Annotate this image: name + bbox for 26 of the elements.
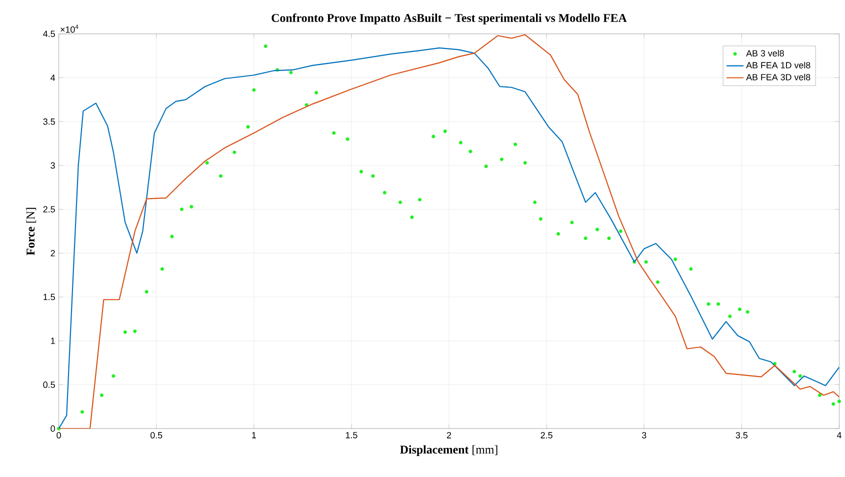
x-tick-label: 0.5 [150,432,162,438]
y-tick-label: 4.5 [43,30,55,37]
y-tick-label: 1 [51,338,55,344]
y-tick-label: 4 [50,74,56,81]
text: ×10$^{4}$ [60,24,78,32]
y-tick-label: 2.5 [43,206,55,212]
y-tick-label: 3.5 [43,118,55,125]
y-tick-label: 3 [50,162,55,168]
x-axis-title: Displacement [mm] [400,445,498,456]
x-tick-label: 2.5 [540,432,552,438]
chart-title: Confronto Prove Impatto AsBuilt − Test sperimentali vs Modello FEA [272,13,627,24]
legend-label: AB FEA 3D vel8 [746,74,810,80]
x-tick-label: 3.5 [736,432,748,438]
x-tick-label: 4 [836,432,842,438]
x-tick-label: 2 [446,432,452,438]
x-tick-label: 1 [252,432,256,438]
legend-label: AB 3 vel8 [746,50,784,56]
legend-label: AB FEA 1D vel8 [746,62,810,68]
y-tick-label: 0 [50,425,55,432]
x-tick-label: 1.5 [346,432,358,438]
y-tick-label: 1.5 [44,294,55,300]
y-tick-label: 2 [50,250,55,256]
x-tick-label: 3 [642,432,646,438]
y-tick-label: 0.5 [43,381,55,388]
y-axis-title: Force [N] [26,208,36,256]
x-tick-label: 0 [56,432,61,438]
